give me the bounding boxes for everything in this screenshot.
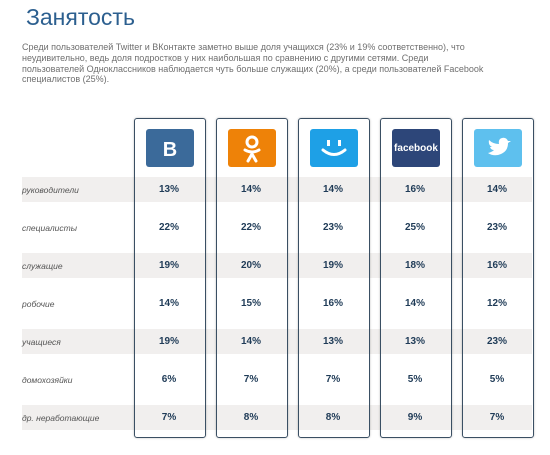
table-cell: 7% [325,374,341,385]
table-cell: 15% [240,298,261,309]
table-cell: 20% [240,260,261,271]
table-cell: 6% [161,374,177,385]
table-cell: 5% [489,374,505,385]
row-label: специалисты [22,223,77,233]
table-cell: 14% [404,298,425,309]
network-column [298,118,370,438]
table-cell: 13% [158,184,179,195]
table-cell: 14% [240,336,261,347]
row-label: др. неработающие [22,413,100,423]
table-cell: 7% [161,412,177,423]
network-column [134,118,206,438]
table-cell: 14% [240,184,261,195]
row-band [22,329,532,354]
table-cell: 16% [486,260,507,271]
page-title: Занятость [26,4,135,30]
table-cell: 13% [404,336,425,347]
table-cell: 14% [158,298,179,309]
row-label: служащие [22,261,63,271]
table-cell: 25% [404,222,425,233]
table-cell: 13% [322,336,343,347]
table-cell: 7% [489,412,505,423]
table-cell: 7% [243,374,259,385]
page-description: Среди пользователей Twitter и ВКонтакте … [22,42,484,85]
table-cell: 12% [486,298,507,309]
table-cell: 14% [486,184,507,195]
table-cell: 19% [322,260,343,271]
row-label: домохозяйки [22,375,73,385]
table-cell: 5% [407,374,423,385]
moi-mir-logo-icon [310,129,358,167]
table-cell: 23% [486,336,507,347]
twitter-logo-icon [474,129,522,167]
table-cell: 22% [240,222,261,233]
row-label: робочие [22,299,55,309]
table-cell: 8% [325,412,341,423]
table-cell: 19% [158,336,179,347]
row-band [22,405,532,430]
table-cell: 23% [322,222,343,233]
table-cell: 19% [158,260,179,271]
table-cell: 9% [407,412,423,423]
odnoklassniki-logo-icon [228,129,276,167]
vkontakte-logo-icon: В [146,129,194,167]
svg-text:В: В [163,139,177,161]
row-label: руководители [22,185,79,195]
facebook-logo-icon: facebook [392,129,440,167]
network-column [462,118,534,438]
table-cell: 22% [158,222,179,233]
table-cell: 8% [243,412,259,423]
table-cell: 23% [486,222,507,233]
row-band [22,177,532,202]
row-label: учащиеся [22,337,61,347]
table-cell: 16% [404,184,425,195]
row-band [22,253,532,278]
table-cell: 16% [322,298,343,309]
table-cell: 14% [322,184,343,195]
network-column [380,118,452,438]
network-column [216,118,288,438]
table-cell: 18% [404,260,425,271]
